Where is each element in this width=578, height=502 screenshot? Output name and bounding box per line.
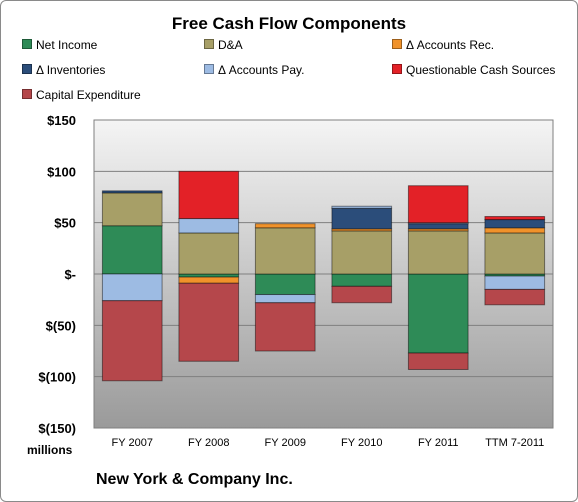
bar-d-a xyxy=(484,232,546,275)
legend-item-delta-accounts-rec: Δ Accounts Rec. xyxy=(392,38,494,52)
legend-item-d-a: D&A xyxy=(204,38,243,52)
legend-item-capital-expenditure: Capital Expenditure xyxy=(22,88,141,102)
bar-capital-expenditure xyxy=(254,302,316,352)
bar-delta-accounts-pay xyxy=(407,222,469,225)
legend-label: Δ Inventories xyxy=(36,63,106,77)
y-tick-label: $(50) xyxy=(46,318,76,333)
legend-swatch xyxy=(22,64,32,74)
legend-label: Δ Accounts Rec. xyxy=(406,38,495,52)
legend-item-questionable-cash-sources: Questionable Cash Sources xyxy=(392,63,555,77)
bar-delta-inventories xyxy=(484,219,546,229)
y-tick-label: $(100) xyxy=(38,370,76,385)
bar-net-income xyxy=(254,273,316,296)
y-tick-label: $100 xyxy=(47,164,76,179)
bar-capital-expenditure xyxy=(407,352,469,370)
bar-delta-inventories xyxy=(101,190,163,194)
legend-item-delta-accounts-pay: Δ Accounts Pay. xyxy=(204,63,305,77)
bar-capital-expenditure xyxy=(178,282,240,362)
y-tick-label: $- xyxy=(64,267,76,282)
bar-questionable-cash-sources xyxy=(178,170,240,220)
bar-delta-accounts-pay xyxy=(178,218,240,234)
legend-label: Net Income xyxy=(36,38,98,52)
legend-label: Δ Accounts Pay. xyxy=(218,63,305,77)
legend-swatch xyxy=(392,64,402,74)
bar-questionable-cash-sources xyxy=(484,216,546,221)
bar-delta-inventories xyxy=(407,223,469,230)
legend-item-delta-inventories: Δ Inventories xyxy=(22,63,105,77)
bar-delta-accounts-pay xyxy=(254,294,316,304)
bar-delta-accounts-rec xyxy=(484,227,546,234)
x-tick-label: FY 2011 xyxy=(418,437,459,449)
x-tick-label: FY 2009 xyxy=(265,437,306,449)
y-tick-label: $50 xyxy=(54,216,76,231)
bar-capital-expenditure xyxy=(331,285,393,304)
bar-delta-accounts-pay xyxy=(331,205,393,209)
bar-delta-accounts-pay xyxy=(101,273,163,302)
bar-questionable-cash-sources xyxy=(407,185,469,224)
legend-item-net-income: Net Income xyxy=(22,38,97,52)
y-tick-label: $150 xyxy=(47,113,76,128)
legend-swatch xyxy=(22,89,32,99)
legend-swatch xyxy=(204,39,214,49)
bar-net-income xyxy=(331,273,393,287)
legend-label: Capital Expenditure xyxy=(36,88,141,102)
chart-title: Free Cash Flow Components xyxy=(171,14,407,33)
company-name: New York & Company Inc. xyxy=(96,471,293,488)
bar-d-a xyxy=(407,230,469,275)
legend-label: Questionable Cash Sources xyxy=(406,63,556,77)
x-tick-label: TTM 7-2011 xyxy=(485,437,544,449)
legend-swatch xyxy=(392,39,402,49)
bar-delta-inventories xyxy=(331,207,393,230)
legend-label: D&A xyxy=(218,38,243,52)
x-tick-label: FY 2008 xyxy=(188,437,229,449)
bar-d-a xyxy=(178,232,240,275)
bar-delta-accounts-pay xyxy=(484,275,546,290)
bar-d-a xyxy=(101,192,163,227)
bar-delta-accounts-rec xyxy=(254,223,316,229)
bar-delta-accounts-rec xyxy=(178,276,240,284)
legend-swatch xyxy=(22,39,32,49)
bar-net-income xyxy=(101,225,163,275)
bar-d-a xyxy=(254,227,316,275)
x-tick-label: FY 2007 xyxy=(112,437,153,449)
bar-net-income xyxy=(407,273,469,354)
x-tick-label: FY 2010 xyxy=(341,437,382,449)
bar-d-a xyxy=(331,230,393,275)
units-label: millions xyxy=(27,443,73,457)
y-tick-label: $(150) xyxy=(38,421,76,436)
bar-capital-expenditure xyxy=(484,288,546,306)
bar-capital-expenditure xyxy=(101,300,163,382)
legend-swatch xyxy=(204,64,214,74)
